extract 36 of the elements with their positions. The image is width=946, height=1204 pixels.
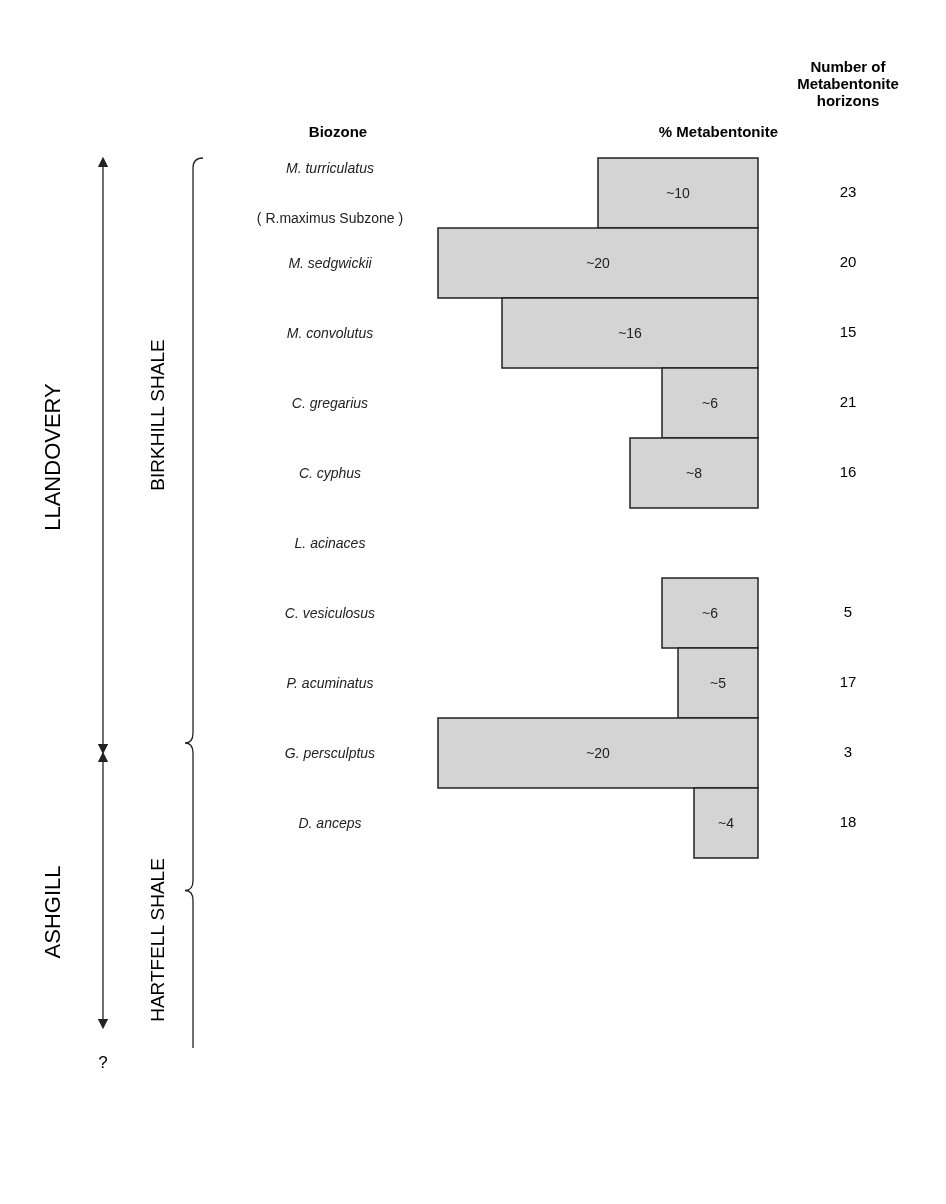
y-tick-label: M. convolutus	[286, 325, 374, 341]
data-label: ~5	[710, 674, 727, 691]
text: 15	[838, 323, 858, 340]
x-axis-title: % Metabentonite	[657, 123, 778, 140]
data-label: ~10	[666, 184, 691, 201]
category-label: M. turriculatus ( R.maximus Subzone )	[256, 160, 404, 226]
text: 18	[838, 813, 858, 830]
data-label: ~6	[702, 604, 719, 621]
text: ?	[97, 1053, 109, 1073]
y-tick-label: D. anceps	[298, 815, 362, 831]
y-axis-title: Biozone	[307, 123, 369, 140]
y-tick-label: C. gregarius	[291, 395, 369, 411]
y-tick-label: L. acinaces	[294, 535, 366, 551]
text: 17	[838, 673, 858, 690]
y-tick-label: M. sedgwickii	[288, 255, 373, 271]
text: Number of Metabentonite horizons	[796, 58, 900, 109]
data-label: ~8	[686, 464, 703, 481]
data-label: ~20	[586, 254, 611, 271]
text: 23	[838, 183, 858, 200]
text: ASHGILL	[40, 864, 66, 961]
y-tick-label: G. persculptus	[284, 745, 376, 761]
y-tick-label: P. acuminatus	[286, 675, 374, 691]
data-label: ~6	[702, 394, 719, 411]
data-label: ~20	[586, 744, 611, 761]
data-label: ~16	[618, 324, 643, 341]
text: LLANDOVERY	[40, 381, 66, 533]
text: 16	[838, 463, 858, 480]
text: 5	[842, 603, 854, 620]
text: BIRKHILL SHALE	[147, 337, 169, 493]
text: HARTFELL SHALE	[147, 856, 169, 1024]
text: 20	[838, 253, 858, 270]
data-label: ~4	[718, 814, 735, 831]
y-tick-label: C. vesiculosus	[284, 605, 376, 621]
text: 3	[842, 743, 854, 760]
text: 21	[838, 393, 858, 410]
y-tick-label: C. cyphus	[298, 465, 362, 481]
